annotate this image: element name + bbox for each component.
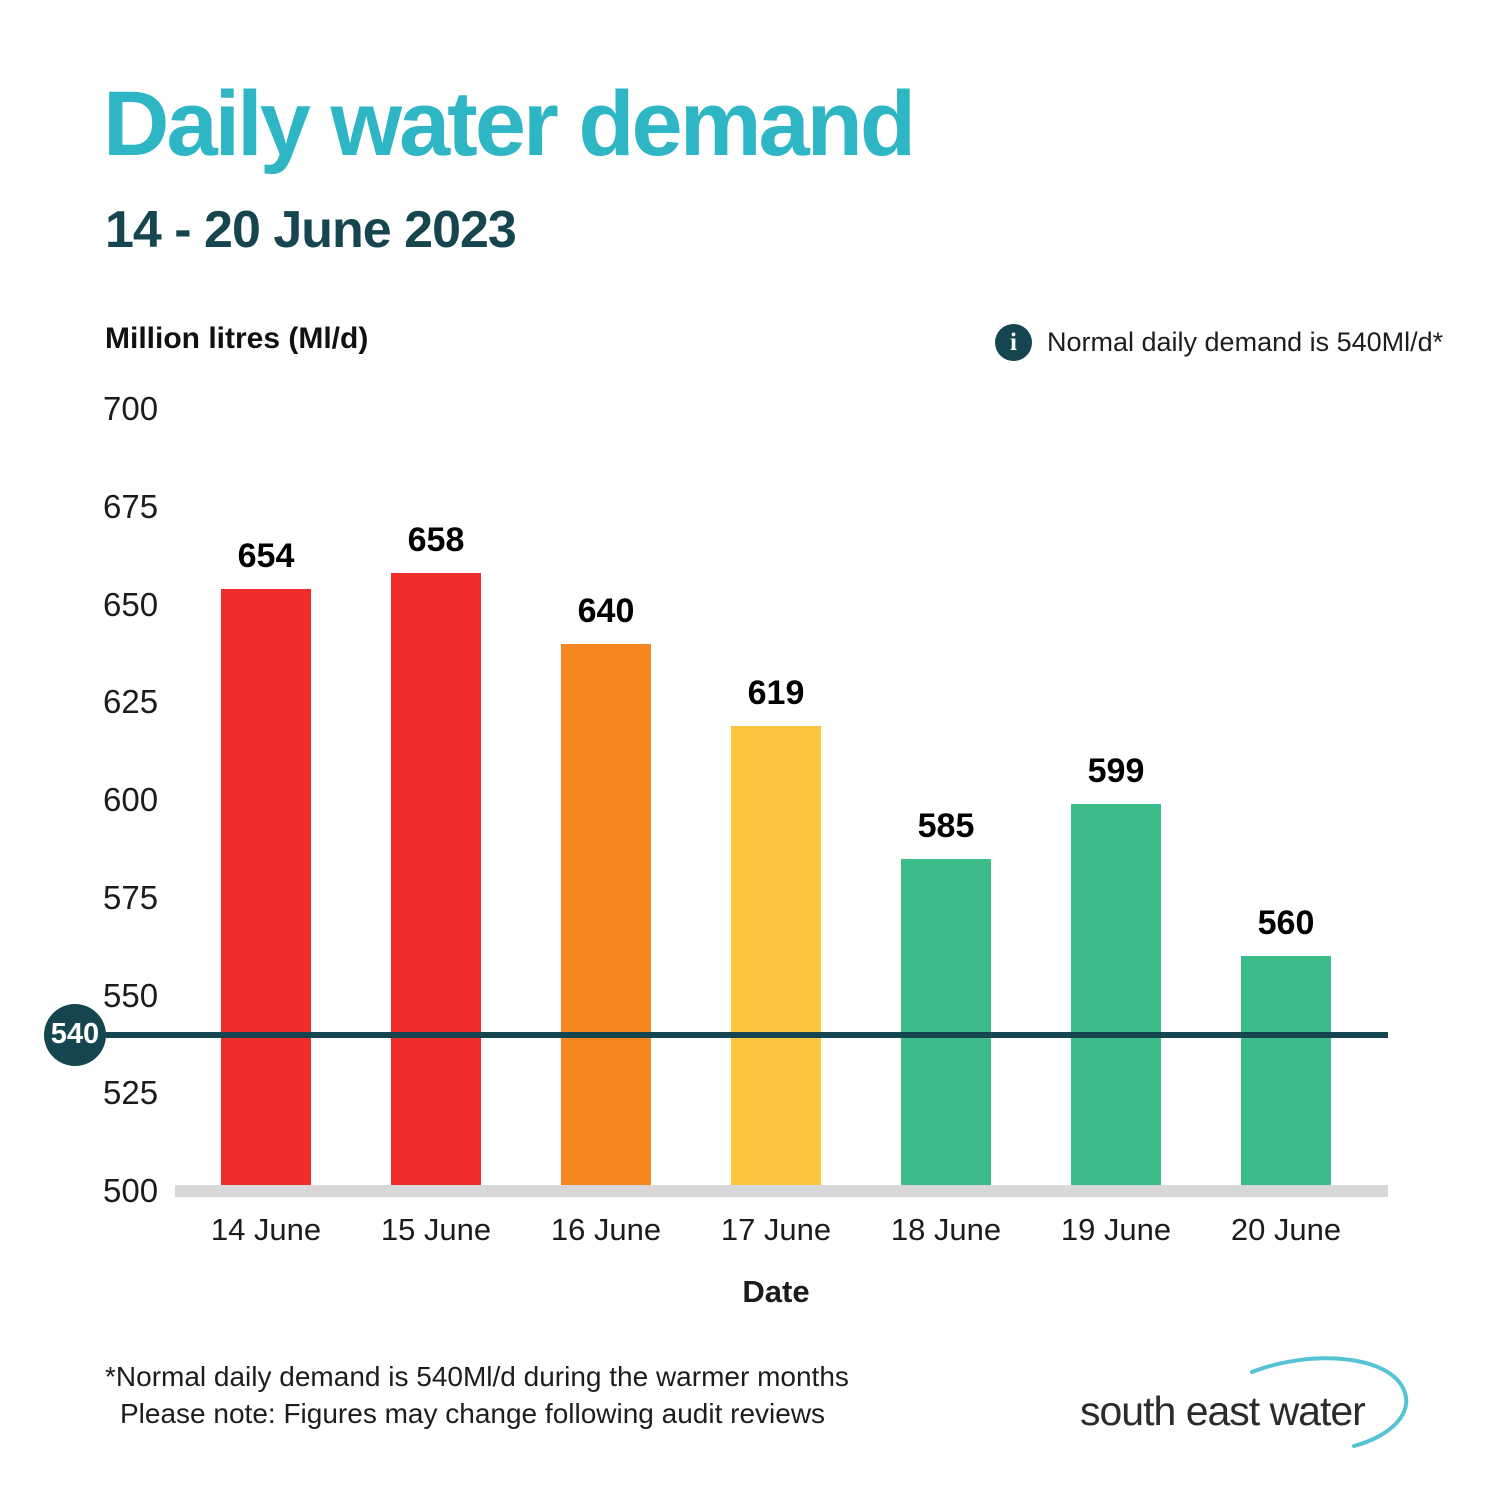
x-axis-line [175,1185,1388,1197]
x-label-14-june: 14 June [210,1212,322,1247]
bar-value-16-june: 640 [577,591,635,630]
bar-19-june [1071,803,1161,1185]
bar-18-june [901,858,991,1185]
x-label-20-june: 20 June [1230,1212,1342,1247]
y-tick-575: 575 [103,878,159,916]
bar-value-14-june: 654 [237,536,295,575]
y-tick-700: 700 [103,390,159,427]
bar-value-17-june: 619 [747,673,805,712]
info-icon: i [995,324,1032,361]
bar-value-18-june: 585 [917,806,975,845]
y-tick-550: 550 [103,976,159,1014]
info-note: i Normal daily demand is 540Ml/d* [995,324,1443,361]
y-axis-title: Million litres (Ml/d) [105,322,369,355]
bar-14-june [221,588,311,1185]
page-subtitle: 14 - 20 June 2023 [105,201,517,259]
y-tick-525: 525 [103,1074,159,1112]
y-tick-675: 675 [103,487,159,525]
footnote-line-2: Please note: Figures may change followin… [120,1398,826,1429]
page-title: Daily water demand [103,73,916,175]
x-label-19-june: 19 June [1060,1212,1172,1247]
x-label-17-june: 17 June [720,1212,832,1247]
logo-swoosh-icon [1250,1356,1409,1448]
info-text: Normal daily demand is 540Ml/d* [1047,327,1444,357]
y-tick-600: 600 [103,781,159,818]
x-axis-title: Date [742,1274,810,1309]
bar-value-20-june: 560 [1257,904,1315,943]
bar-20-june [1241,956,1331,1185]
bar-16-june [561,643,651,1185]
logo-text: south east water [1080,1388,1366,1434]
bar-17-june [731,725,821,1185]
reference-badge: 540 [44,1003,106,1066]
y-tick-650: 650 [103,585,159,623]
x-label-15-june: 15 June [380,1212,492,1247]
reference-line [60,1031,1388,1038]
bar-15-june [391,573,481,1185]
footnote: *Normal daily demand is 540Ml/d during t… [105,1358,849,1432]
y-tick-500: 500 [103,1172,159,1209]
bar-value-15-june: 658 [407,521,465,560]
footnote-line-1: *Normal daily demand is 540Ml/d during t… [105,1361,849,1392]
y-tick-625: 625 [103,683,159,721]
x-label-18-june: 18 June [890,1212,1002,1247]
bar-value-19-june: 599 [1087,751,1145,790]
x-label-16-june: 16 June [550,1212,662,1247]
logo: south east water [1080,1356,1410,1463]
